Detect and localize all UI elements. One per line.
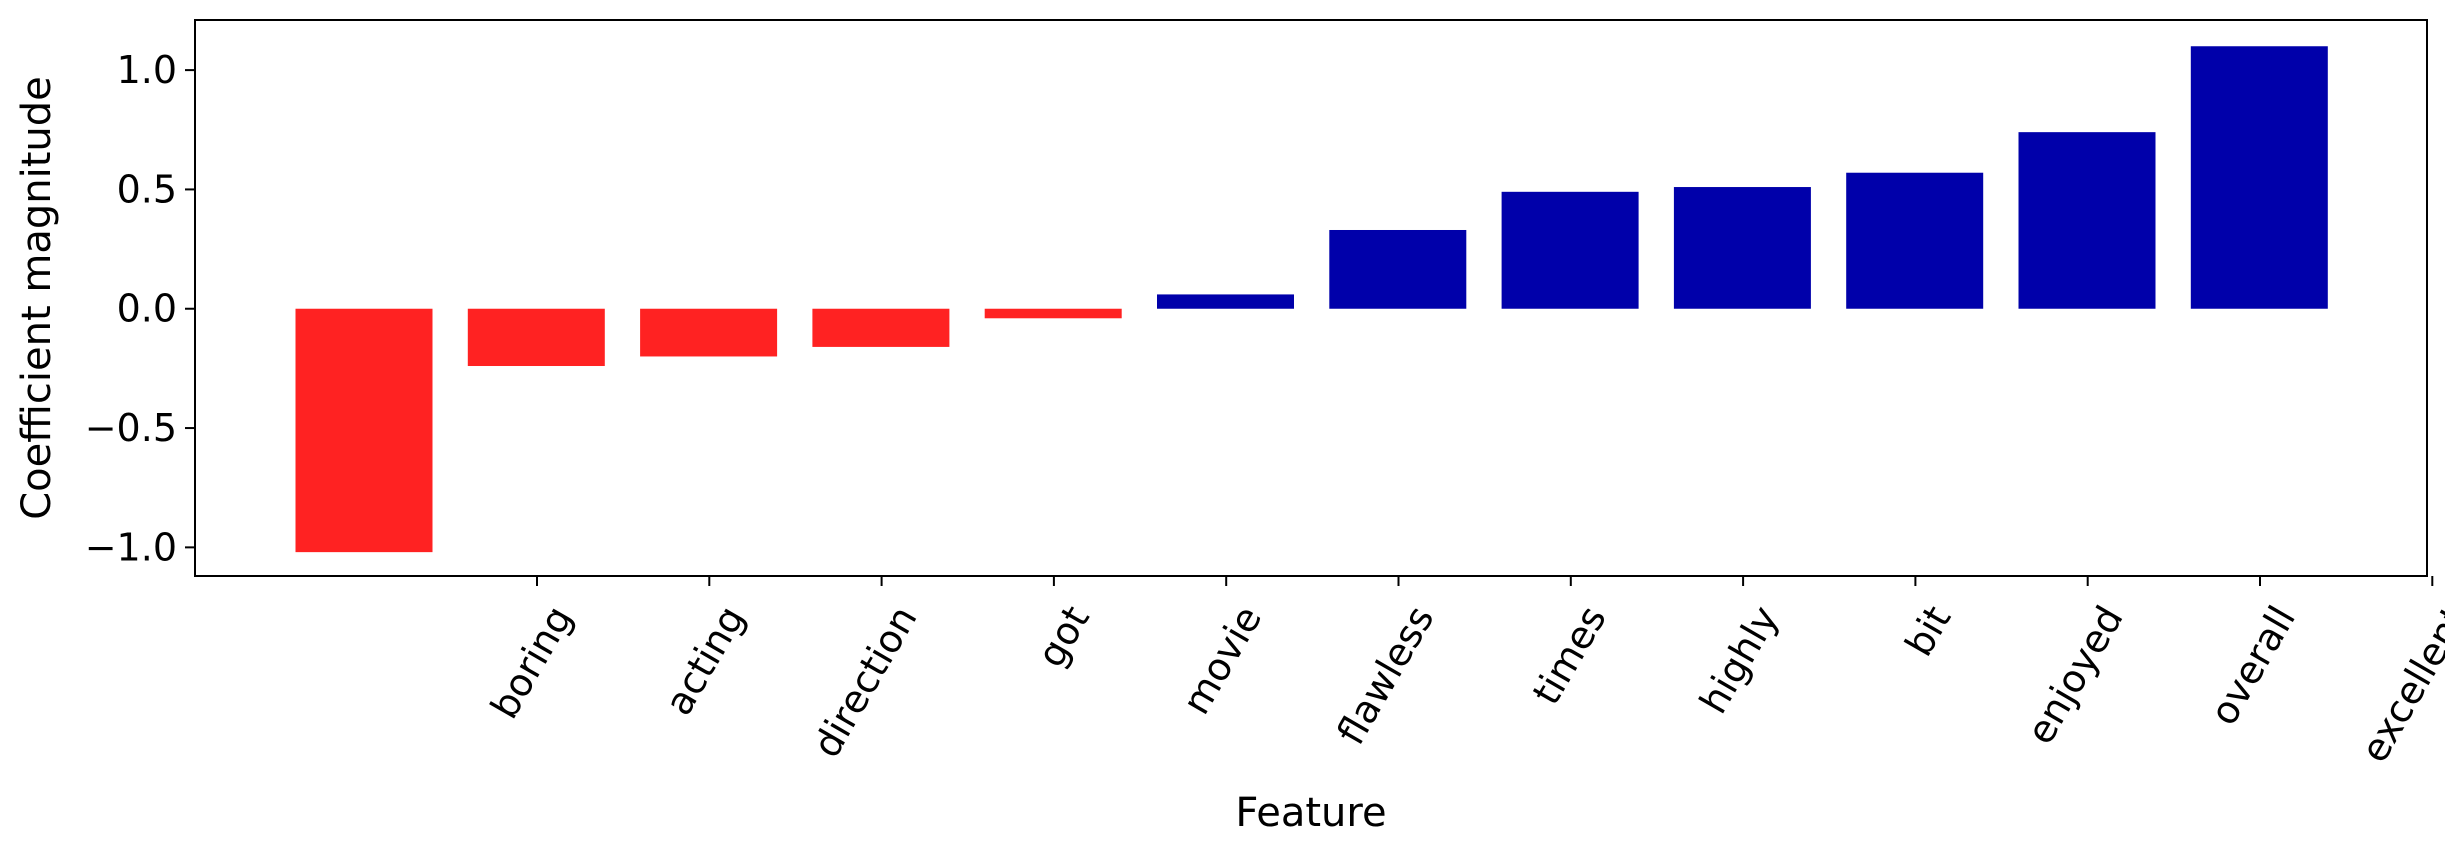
y-axis: −1.0 −0.5 0.0 0.5 1.0: [85, 48, 195, 569]
y-tick-label: 1.0: [117, 48, 177, 92]
bar: [812, 308, 950, 347]
bar: [1673, 187, 1811, 309]
y-axis-title: Coefficient magnitude: [14, 76, 60, 520]
x-tick-label: acting: [656, 599, 753, 723]
y-tick-label: 0.0: [117, 287, 177, 331]
bar: [2018, 132, 2156, 309]
y-tick-label: −0.5: [85, 406, 177, 450]
x-axis-title: Feature: [1235, 790, 1386, 836]
x-tick-label: times: [1524, 599, 1615, 713]
plot-frame: [194, 19, 2428, 577]
x-tick-label: highly: [1691, 599, 1787, 721]
x-tick-label: got: [1029, 599, 1098, 675]
x-axis: boring acting direction got movie flawless tim…: [482, 576, 2445, 770]
bars-group: [295, 46, 2328, 553]
y-tick-label: 0.5: [117, 167, 177, 211]
x-tick-label: enjoyed: [2018, 599, 2132, 752]
x-tick-label: movie: [1174, 599, 1270, 722]
bar: [1846, 172, 1984, 309]
x-tick-label: boring: [482, 599, 581, 726]
bar: [467, 308, 605, 367]
x-tick-label: overall: [2201, 599, 2304, 733]
x-tick-label: bit: [1897, 599, 1960, 664]
x-tick-label: flawless: [1329, 599, 1443, 753]
x-tick-label: direction: [804, 599, 925, 765]
x-tick-label: excellent: [2352, 599, 2445, 770]
bar: [1329, 229, 1467, 309]
bar: [640, 308, 778, 357]
bar: [2190, 46, 2328, 309]
bar: [1501, 191, 1639, 309]
bar: [984, 308, 1122, 319]
bar: [1157, 294, 1294, 309]
y-tick-label: −1.0: [85, 525, 177, 569]
bar: [295, 308, 433, 553]
